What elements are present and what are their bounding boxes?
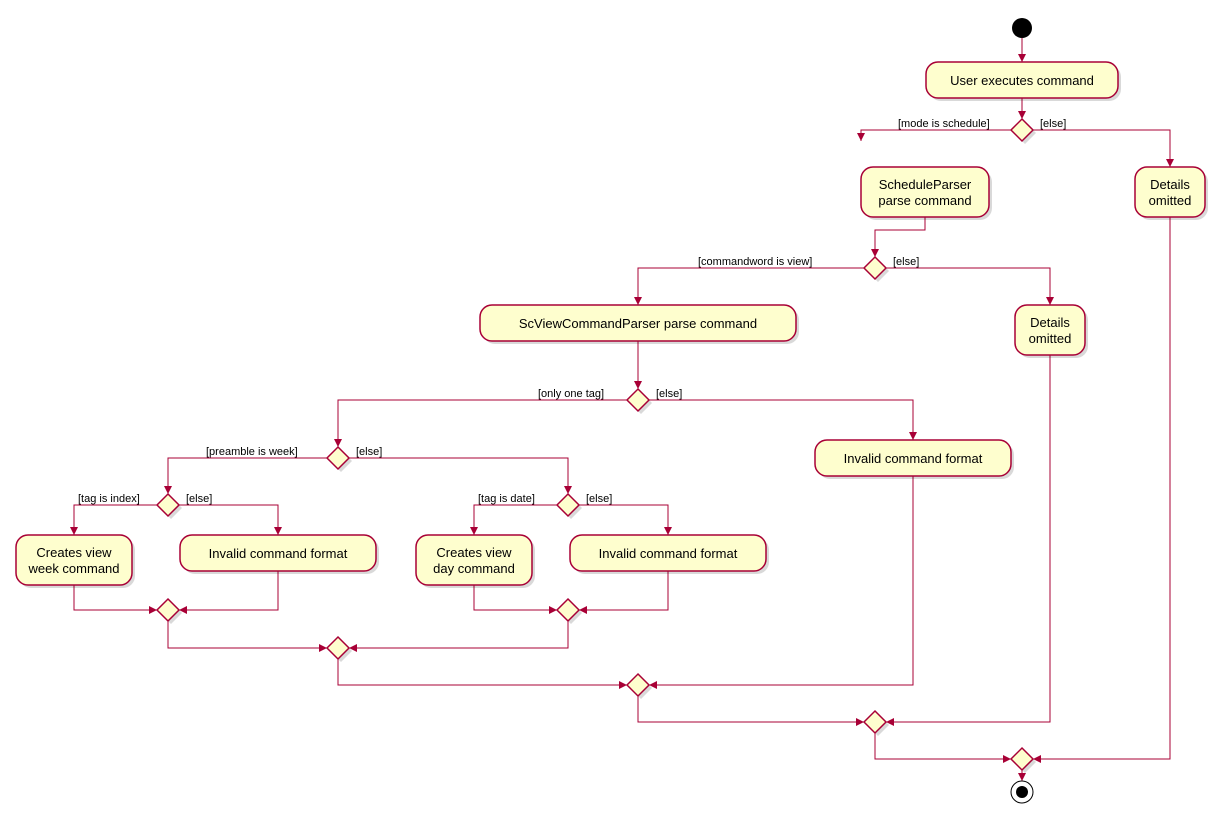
edge-label: [else]	[186, 493, 212, 505]
decision-d4	[327, 447, 352, 472]
activity-label: Invalid command format	[599, 546, 738, 561]
decision-m3	[327, 637, 352, 662]
edge-label: [mode is schedule]	[898, 118, 990, 130]
decision-m4	[627, 674, 652, 699]
edge-label: [else]	[586, 493, 612, 505]
edge-label: [tag is index]	[78, 493, 140, 505]
activity-label: User executes command	[950, 73, 1094, 88]
edges: [mode is schedule] [else] [commandword is …	[74, 38, 1170, 781]
edge-label: [commandword is view]	[698, 256, 812, 268]
activity-n9: Creates viewday command	[416, 535, 535, 588]
activity-label: omitted	[1029, 331, 1072, 346]
activity-n2: ScheduleParserparse command	[861, 167, 992, 220]
decision-d2	[864, 257, 889, 282]
activity-label: omitted	[1149, 193, 1192, 208]
activity-n8: Invalid command format	[180, 535, 379, 574]
activity-diagram: [mode is schedule] [else] [commandword is …	[0, 0, 1224, 834]
activity-n1: User executes command	[926, 62, 1121, 101]
edge-label: [else]	[656, 388, 682, 400]
edge-label: [else]	[356, 446, 382, 458]
decision-d6	[557, 494, 582, 519]
activity-n3: Detailsomitted	[1135, 167, 1208, 220]
activity-n5: Detailsomitted	[1015, 305, 1088, 358]
activity-label: Details	[1030, 315, 1070, 330]
activity-label: Invalid command format	[209, 546, 348, 561]
activity-n4: ScViewCommandParser parse command	[480, 305, 799, 344]
activity-label: Creates view	[436, 545, 512, 560]
activity-label: week command	[27, 561, 119, 576]
edge-label: [preamble is week]	[206, 446, 298, 458]
decision-m6	[1011, 748, 1036, 773]
activity-label: Creates view	[36, 545, 112, 560]
activity-label: ScViewCommandParser parse command	[519, 316, 757, 331]
activity-label: parse command	[878, 193, 971, 208]
decision-m2	[557, 599, 582, 624]
activity-label: Invalid command format	[844, 451, 983, 466]
edge-label: [only one tag]	[538, 388, 604, 400]
initial-node	[1012, 18, 1032, 38]
activity-n10: Invalid command format	[570, 535, 769, 574]
edge-label: [else]	[1040, 118, 1066, 130]
activity-label: Details	[1150, 177, 1190, 192]
activity-n6: Invalid command format	[815, 440, 1014, 479]
decision-d3	[627, 389, 652, 414]
activity-label: day command	[433, 561, 515, 576]
final-node-dot	[1016, 786, 1028, 798]
decision-m1	[157, 599, 182, 624]
edge-label: [else]	[893, 256, 919, 268]
activity-label: ScheduleParser	[879, 177, 972, 192]
edge-label: [tag is date]	[478, 493, 535, 505]
activity-n7: Creates viewweek command	[16, 535, 135, 588]
decision-d1	[1011, 119, 1036, 144]
decision-m5	[864, 711, 889, 736]
decision-d5	[157, 494, 182, 519]
